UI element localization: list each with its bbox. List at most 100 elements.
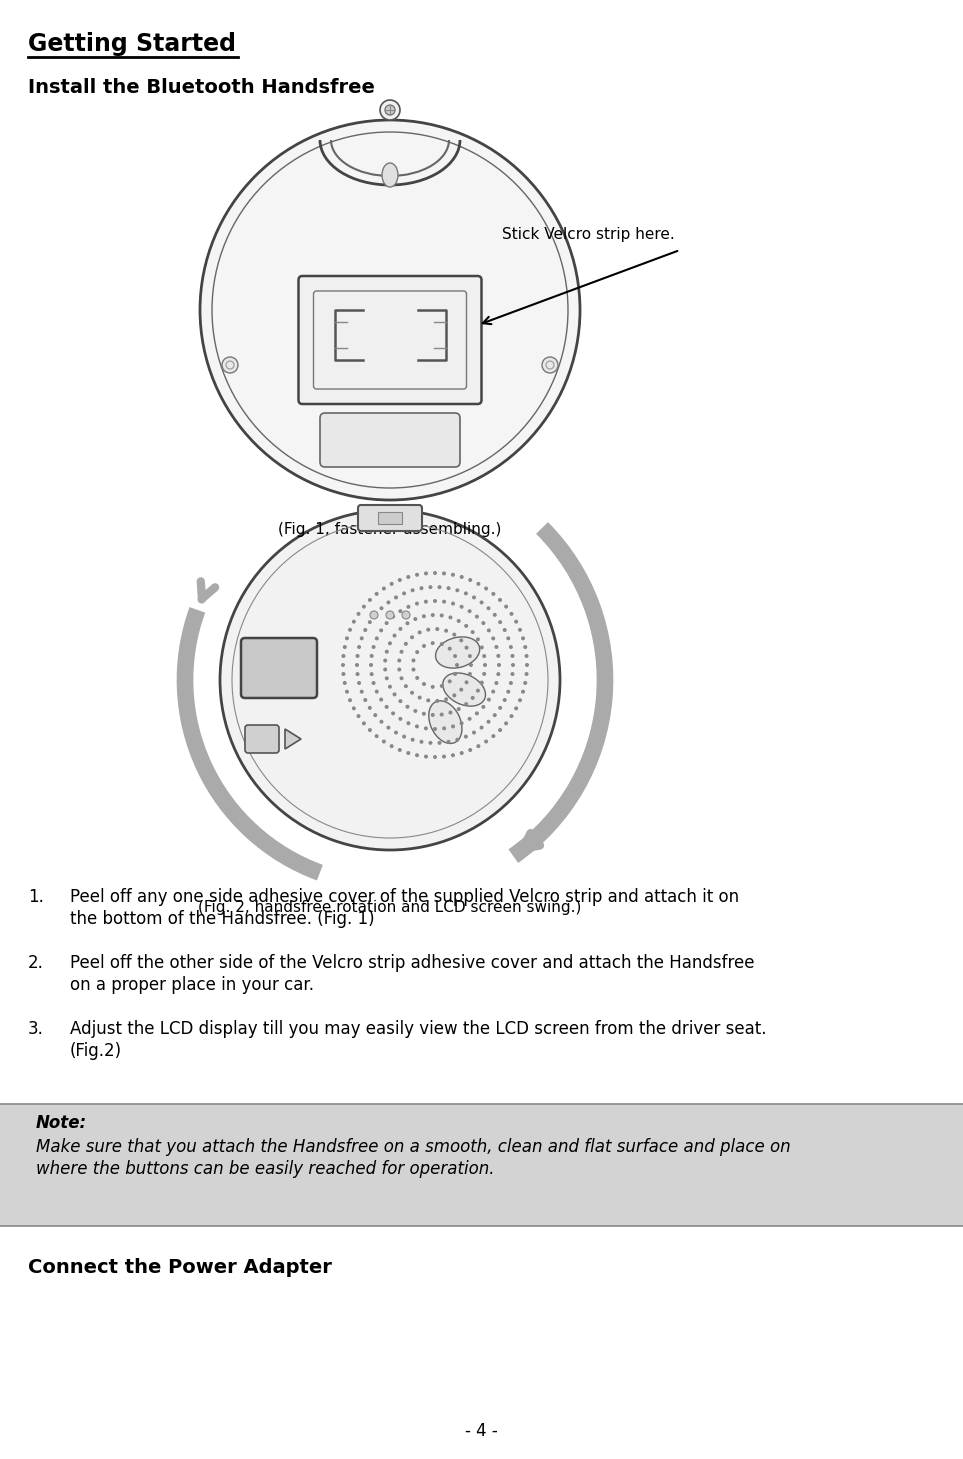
Text: Getting Started: Getting Started — [28, 32, 236, 55]
Circle shape — [384, 622, 389, 624]
Circle shape — [391, 614, 395, 619]
Circle shape — [471, 696, 475, 700]
Circle shape — [379, 607, 383, 610]
Circle shape — [357, 681, 361, 684]
Circle shape — [451, 725, 455, 728]
Circle shape — [435, 699, 439, 703]
Circle shape — [525, 662, 529, 667]
Circle shape — [420, 587, 424, 591]
Circle shape — [430, 641, 434, 645]
Circle shape — [400, 677, 403, 680]
FancyBboxPatch shape — [241, 638, 317, 697]
Circle shape — [442, 754, 446, 759]
Circle shape — [511, 662, 515, 667]
Circle shape — [430, 684, 434, 689]
Circle shape — [448, 646, 452, 651]
Circle shape — [472, 731, 476, 734]
Circle shape — [521, 636, 525, 641]
Circle shape — [508, 645, 513, 649]
Circle shape — [411, 668, 415, 671]
Circle shape — [369, 662, 373, 667]
Circle shape — [399, 610, 403, 613]
Circle shape — [498, 620, 502, 624]
Circle shape — [355, 673, 359, 676]
Circle shape — [368, 620, 372, 624]
Circle shape — [497, 662, 501, 667]
Circle shape — [343, 681, 347, 684]
Text: the bottom of the Handsfree. (Fig. 1): the bottom of the Handsfree. (Fig. 1) — [70, 910, 375, 928]
Circle shape — [222, 357, 238, 374]
Text: on a proper place in your car.: on a proper place in your car. — [70, 976, 314, 994]
Circle shape — [391, 712, 395, 715]
Circle shape — [486, 719, 490, 724]
Circle shape — [345, 690, 349, 693]
Circle shape — [386, 725, 390, 730]
Circle shape — [415, 676, 419, 680]
Circle shape — [455, 738, 459, 741]
Circle shape — [476, 638, 480, 642]
Circle shape — [456, 708, 460, 711]
Ellipse shape — [382, 163, 398, 187]
Circle shape — [374, 613, 377, 617]
Circle shape — [491, 636, 495, 641]
Circle shape — [406, 605, 410, 608]
Circle shape — [468, 654, 472, 658]
Circle shape — [405, 622, 409, 626]
Text: (Fig. 1, fastener assembling.): (Fig. 1, fastener assembling.) — [278, 522, 502, 537]
Circle shape — [388, 642, 392, 645]
FancyBboxPatch shape — [245, 725, 279, 753]
Circle shape — [510, 654, 514, 658]
Circle shape — [444, 629, 448, 633]
Circle shape — [380, 101, 400, 120]
Circle shape — [503, 627, 507, 632]
Circle shape — [491, 690, 495, 693]
Circle shape — [475, 712, 479, 715]
Circle shape — [422, 681, 426, 686]
Text: Adjust the LCD display till you may easily view the LCD screen from the driver s: Adjust the LCD display till you may easi… — [70, 1020, 767, 1037]
Circle shape — [525, 654, 529, 658]
Circle shape — [398, 748, 402, 751]
Circle shape — [368, 728, 372, 732]
Circle shape — [503, 697, 507, 702]
Circle shape — [459, 575, 464, 579]
Circle shape — [360, 636, 364, 641]
Circle shape — [348, 627, 352, 632]
Circle shape — [459, 605, 463, 608]
Circle shape — [375, 690, 378, 693]
Circle shape — [459, 639, 463, 642]
Circle shape — [518, 627, 522, 632]
Circle shape — [400, 649, 403, 654]
FancyBboxPatch shape — [358, 505, 422, 531]
Circle shape — [415, 573, 419, 576]
Circle shape — [374, 713, 377, 718]
Circle shape — [440, 684, 444, 689]
Circle shape — [411, 658, 415, 662]
Circle shape — [382, 740, 386, 744]
Circle shape — [424, 600, 428, 604]
Circle shape — [447, 587, 451, 591]
Circle shape — [415, 601, 419, 605]
Circle shape — [388, 684, 392, 689]
Circle shape — [403, 684, 408, 689]
Circle shape — [440, 613, 444, 617]
Circle shape — [430, 613, 434, 617]
Circle shape — [523, 681, 527, 684]
Circle shape — [525, 673, 529, 676]
Circle shape — [483, 662, 487, 667]
Circle shape — [220, 511, 560, 851]
Circle shape — [424, 572, 428, 575]
Circle shape — [357, 645, 361, 649]
Circle shape — [393, 633, 397, 638]
Circle shape — [491, 734, 495, 738]
Text: Peel off any one side adhesive cover of the supplied Velcro strip and attach it : Peel off any one side adhesive cover of … — [70, 889, 740, 906]
Circle shape — [427, 627, 430, 632]
Circle shape — [390, 744, 394, 748]
Circle shape — [375, 734, 378, 738]
Circle shape — [420, 740, 424, 744]
Circle shape — [459, 721, 463, 725]
Circle shape — [498, 706, 502, 711]
Circle shape — [453, 633, 456, 636]
Circle shape — [521, 690, 525, 693]
Circle shape — [494, 681, 499, 686]
Circle shape — [433, 727, 437, 731]
